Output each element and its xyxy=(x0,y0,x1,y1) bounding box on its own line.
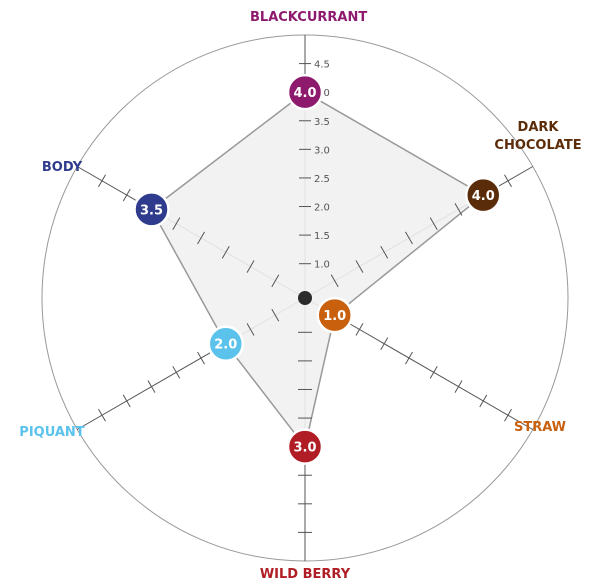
center-dot xyxy=(298,291,312,305)
tick-mark xyxy=(504,174,512,188)
data-point xyxy=(465,176,502,214)
tick-mark xyxy=(197,351,205,365)
tick-mark xyxy=(172,217,181,230)
data-point xyxy=(286,73,324,111)
tick-mark xyxy=(197,231,205,245)
tick-mark xyxy=(271,308,280,322)
data-point xyxy=(133,191,170,228)
tick-label: 1.0 xyxy=(314,260,330,271)
tick-mark xyxy=(479,394,488,408)
tick-label: 4.5 xyxy=(314,60,330,71)
tick-mark xyxy=(122,188,131,202)
data-point xyxy=(286,428,324,465)
category-label: DARK CHOCOLATE xyxy=(494,120,582,153)
tick-mark xyxy=(172,366,181,379)
tick-mark xyxy=(98,174,106,188)
category-label: BODY xyxy=(41,160,83,175)
tick-mark xyxy=(380,337,389,351)
category-label: PIQUANT xyxy=(19,425,85,440)
tick-mark xyxy=(429,217,438,230)
data-label: 4.0 xyxy=(472,189,495,204)
tick-mark xyxy=(98,408,106,422)
tick-mark xyxy=(221,245,230,259)
tick-label: 3.5 xyxy=(314,117,330,128)
data-label: 4.0 xyxy=(293,86,316,101)
data-label: 1.0 xyxy=(323,309,346,324)
tick-mark xyxy=(330,274,339,288)
tick-mark xyxy=(246,260,255,273)
tick-mark xyxy=(405,351,413,365)
category-label: STRAW xyxy=(513,420,567,435)
data-label: 3.5 xyxy=(140,203,163,218)
tick-mark xyxy=(246,323,255,336)
tick-mark xyxy=(355,323,364,336)
tick-mark xyxy=(271,274,280,288)
data-point xyxy=(316,296,353,334)
tick-mark xyxy=(355,260,364,273)
category-label: BLACKCURRANT xyxy=(250,10,368,25)
category-label: WILD BERRY xyxy=(259,567,351,582)
tick-mark xyxy=(504,408,512,422)
tick-mark xyxy=(429,366,438,379)
tick-mark xyxy=(122,394,131,408)
tick-label: 2.0 xyxy=(314,203,330,214)
data-label: 2.0 xyxy=(214,338,237,353)
tick-mark xyxy=(147,380,156,393)
tick-label: 1.5 xyxy=(314,231,330,242)
tick-label: 2.5 xyxy=(314,174,330,185)
tick-mark xyxy=(380,245,389,259)
data-label: 3.0 xyxy=(293,441,316,456)
data-point xyxy=(207,325,245,362)
tick-mark xyxy=(454,380,463,393)
tick-mark xyxy=(454,203,463,216)
tick-mark xyxy=(405,231,413,245)
tick-label: 3.0 xyxy=(314,145,330,156)
